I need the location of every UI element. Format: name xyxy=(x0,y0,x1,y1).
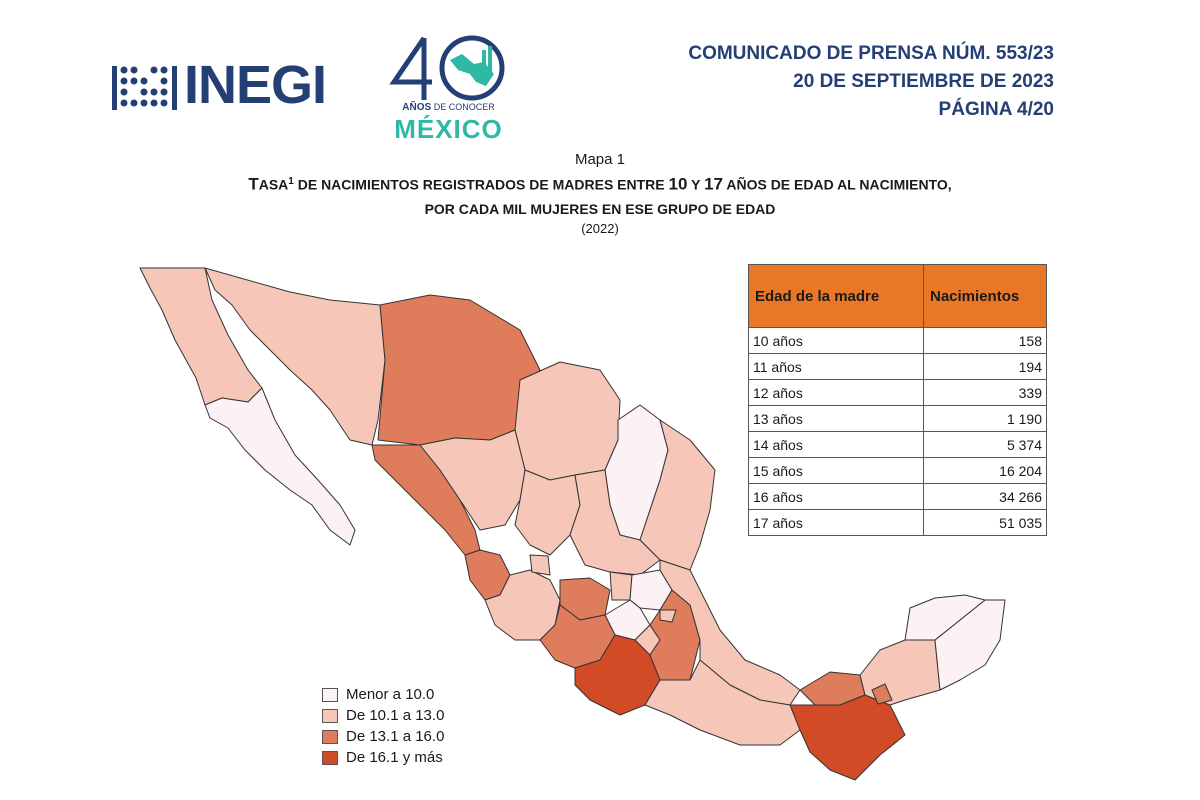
births-by-age-table: Edad de la madre Nacimientos 10 años 158 … xyxy=(748,264,1047,536)
table-row: 13 años 1 190 xyxy=(748,405,1047,432)
state-tlaxcala xyxy=(659,609,677,623)
age-cell: 16 años xyxy=(748,483,924,510)
legend-swatch xyxy=(322,687,338,702)
anniversary-subtitle: AÑOS DE CONOCER xyxy=(402,102,495,113)
legend-item: Menor a 10.0 xyxy=(322,685,444,704)
births-cell: 51 035 xyxy=(923,509,1047,536)
inegi-logo: INEGI xyxy=(112,55,342,118)
legend-item: De 16.1 y más xyxy=(322,748,444,767)
map-title-line1: TASA1 DE NACIMIENTOS REGISTRADOS DE MADR… xyxy=(248,174,952,194)
anniversary-country: MÉXICO xyxy=(394,114,503,144)
press-release-date: 20 DE SEPTIEMBRE DE 2023 xyxy=(793,71,1054,92)
table-row: 15 años 16 204 xyxy=(748,457,1047,484)
map-label: Mapa 1 xyxy=(574,151,626,168)
age-cell: 12 años xyxy=(748,379,924,406)
table-row: 14 años 5 374 xyxy=(748,431,1047,458)
births-cell: 16 204 xyxy=(923,457,1047,484)
state-yucatan xyxy=(904,594,986,641)
press-release-number: COMUNICADO DE PRENSA NÚM. 553/23 xyxy=(688,43,1054,64)
state-baja-california-sur xyxy=(204,387,356,546)
births-cell: 1 190 xyxy=(923,405,1047,432)
state-coahuila xyxy=(514,361,621,481)
column-header-births: Nacimientos xyxy=(923,264,1047,328)
state-sonora xyxy=(204,267,386,446)
inegi-wordmark: INEGI xyxy=(184,55,327,115)
births-cell: 339 xyxy=(923,379,1047,406)
age-cell: 13 años xyxy=(748,405,924,432)
map-title-line2: POR CADA MIL MUJERES EN ESE GRUPO DE EDA… xyxy=(424,200,776,217)
state-aguascalientes xyxy=(529,554,551,576)
column-header-age: Edad de la madre xyxy=(748,264,924,328)
table-row: 17 años 51 035 xyxy=(748,509,1047,536)
table-header-row: Edad de la madre Nacimientos xyxy=(748,264,1047,328)
table-row: 16 años 34 266 xyxy=(748,483,1047,510)
legend-swatch xyxy=(322,708,338,723)
births-cell: 194 xyxy=(923,353,1047,380)
legend-label: De 10.1 a 13.0 xyxy=(346,707,445,724)
age-cell: 15 años xyxy=(748,457,924,484)
state-chiapas xyxy=(789,694,906,781)
press-release-header: COMUNICADO DE PRENSA NÚM. 553/23 20 DE S… xyxy=(688,40,1054,124)
legend-item: De 10.1 a 13.0 xyxy=(322,706,444,725)
legend-label: Menor a 10.0 xyxy=(346,686,435,703)
state-queretaro xyxy=(609,571,633,601)
anniversary-logo: AÑOS DE CONOCER MÉXICO xyxy=(386,30,516,145)
state-zacatecas xyxy=(514,469,581,556)
births-cell: 5 374 xyxy=(923,431,1047,458)
state-campeche xyxy=(859,639,941,706)
map-year: (2022) xyxy=(581,220,619,236)
births-cell: 158 xyxy=(923,327,1047,354)
table-row: 11 años 194 xyxy=(748,353,1047,380)
inegi-dots-icon xyxy=(112,66,177,110)
state-michoacan xyxy=(539,604,616,669)
age-cell: 11 años xyxy=(748,353,924,380)
state-san-luis-potosi xyxy=(569,469,661,576)
map-legend: Menor a 10.0 De 10.1 a 13.0 De 13.1 a 16… xyxy=(322,685,444,769)
legend-swatch xyxy=(322,729,338,744)
age-cell: 14 años xyxy=(748,431,924,458)
table-row: 10 años 158 xyxy=(748,327,1047,354)
anniversary-40-icon xyxy=(389,35,505,101)
legend-label: De 16.1 y más xyxy=(346,749,443,766)
press-release-page: PÁGINA 4/20 xyxy=(938,99,1054,120)
table-row: 12 años 339 xyxy=(748,379,1047,406)
legend-label: De 13.1 a 16.0 xyxy=(346,728,445,745)
births-cell: 34 266 xyxy=(923,483,1047,510)
age-cell: 10 años xyxy=(748,327,924,354)
legend-item: De 13.1 a 16.0 xyxy=(322,727,444,746)
legend-swatch xyxy=(322,750,338,765)
age-cell: 17 años xyxy=(748,509,924,536)
map-title-block: Mapa 1 TASA1 DE NACIMIENTOS REGISTRADOS … xyxy=(0,150,1200,237)
